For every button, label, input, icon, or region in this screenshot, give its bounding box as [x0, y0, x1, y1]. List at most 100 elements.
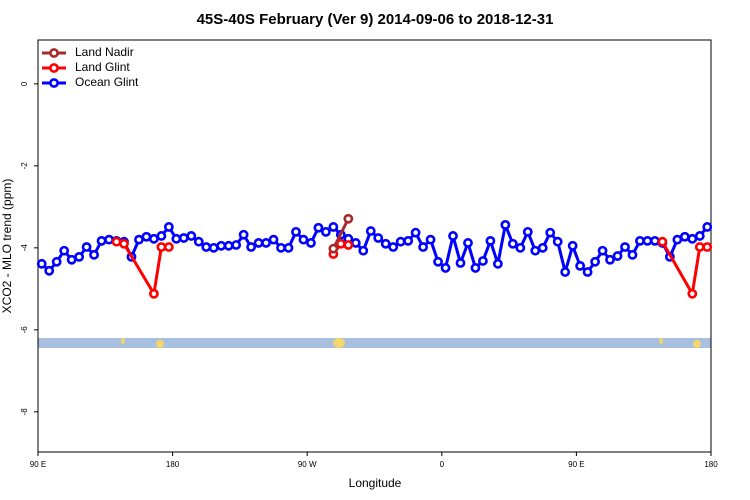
- data-point: [178, 233, 189, 243]
- data-point: [537, 242, 548, 253]
- data-point: [388, 242, 399, 252]
- data-point: [111, 236, 122, 247]
- data-point: [687, 233, 698, 244]
- data-point: [96, 235, 107, 246]
- data-point: [298, 234, 309, 245]
- data-point: [515, 242, 526, 253]
- x-tick-label: 90 E: [568, 460, 584, 469]
- data-point: [283, 242, 294, 253]
- y-tick-label: -6: [20, 326, 29, 334]
- data-point: [425, 234, 436, 245]
- x-tick-label: 90 W: [298, 460, 317, 469]
- legend-marker: [49, 63, 59, 73]
- x-tick-label: 180: [166, 460, 180, 469]
- data-point: [373, 233, 384, 243]
- legend-marker: [49, 48, 59, 58]
- data-point: [395, 236, 406, 247]
- data-point: [567, 240, 578, 251]
- data-point: [231, 240, 242, 250]
- y-tick-label: 0: [20, 81, 29, 86]
- data-point: [261, 238, 271, 248]
- data-point: [276, 242, 286, 253]
- data-point: [702, 242, 713, 252]
- data-point: [650, 235, 660, 246]
- land-blob: [121, 338, 125, 344]
- data-point: [635, 235, 645, 246]
- data-point: [44, 265, 55, 276]
- data-point: [343, 213, 354, 224]
- data-point: [552, 236, 563, 247]
- legend-label: Ocean Glint: [75, 75, 139, 89]
- ocean-strip: [38, 338, 711, 348]
- data-point: [66, 254, 77, 265]
- data-point: [186, 231, 197, 241]
- land-blob: [333, 338, 345, 348]
- data-point: [560, 267, 571, 277]
- y-tick-label: -8: [20, 408, 29, 416]
- data-point: [478, 256, 488, 266]
- legend-marker: [49, 78, 59, 88]
- data-point: [36, 258, 47, 269]
- data-point: [672, 234, 683, 245]
- data-point: [627, 249, 638, 260]
- x-axis-label: Longitude: [349, 476, 402, 490]
- data-point: [433, 256, 443, 267]
- data-point: [455, 258, 466, 268]
- data-point: [51, 256, 62, 267]
- data-point: [291, 226, 301, 237]
- data-point: [702, 222, 713, 232]
- x-tick-label: 180: [704, 460, 718, 469]
- data-point: [141, 231, 152, 242]
- data-point: [440, 263, 451, 273]
- data-point: [223, 240, 234, 251]
- data-point: [410, 227, 421, 238]
- data-point: [343, 240, 354, 250]
- data-point: [403, 235, 414, 246]
- series-line: [332, 218, 350, 250]
- data-point: [470, 263, 481, 273]
- data-point: [620, 242, 630, 252]
- y-tick-label: -2: [20, 162, 29, 170]
- data-point: [208, 242, 219, 253]
- legend-label: Land Nadir: [75, 45, 134, 59]
- data-point: [59, 245, 70, 256]
- data-point: [694, 242, 705, 252]
- land-blob: [659, 338, 663, 344]
- data-point: [612, 251, 623, 261]
- data-point: [313, 222, 324, 233]
- data-point: [156, 242, 167, 252]
- data-point: [350, 238, 361, 248]
- land-blob: [693, 340, 701, 348]
- data-point: [358, 245, 369, 256]
- data-point: [522, 226, 533, 237]
- data-point: [328, 243, 339, 254]
- data-point: [163, 222, 174, 232]
- data-point: [163, 242, 174, 252]
- chart-title: 45S-40S February (Ver 9) 2014-09-06 to 2…: [197, 11, 554, 28]
- data-point: [104, 234, 114, 245]
- data-point: [306, 238, 316, 248]
- y-tick-label: -4: [20, 244, 29, 252]
- data-point: [119, 238, 129, 249]
- data-point: [463, 238, 473, 248]
- data-point: [492, 258, 503, 269]
- data-point: [171, 233, 182, 244]
- x-tick-label: 90 E: [30, 460, 46, 469]
- data-point: [246, 242, 257, 252]
- data-point: [679, 231, 690, 242]
- data-point: [657, 236, 668, 247]
- land-mask-strip: [38, 338, 711, 348]
- data-point: [201, 242, 212, 252]
- data-point: [149, 288, 159, 299]
- data-point: [149, 233, 159, 244]
- data-point: [328, 222, 339, 232]
- data-point: [582, 267, 593, 277]
- data-point: [575, 260, 586, 271]
- data-point: [418, 242, 429, 252]
- data-point: [485, 235, 496, 246]
- data-point: [605, 254, 615, 265]
- data-point: [74, 251, 85, 262]
- data-point: [694, 231, 705, 241]
